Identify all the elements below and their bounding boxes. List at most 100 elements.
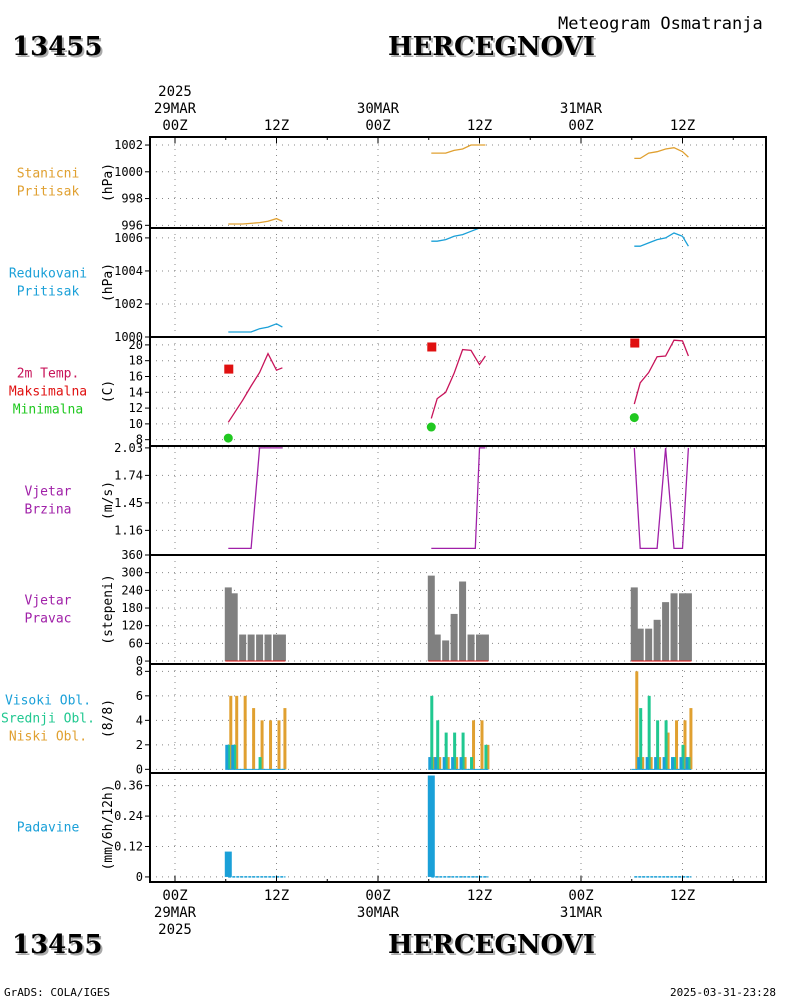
cloud-high-bar [451, 757, 455, 770]
top-day-label: 31MAR [560, 101, 603, 117]
panel-0-ytick-label: 998 [121, 192, 143, 206]
station-id-top: 13455 [12, 32, 103, 62]
panel-0-label: Pritisak [17, 185, 80, 200]
wind-dir-bar [450, 613, 458, 662]
panel-1-ytick-label: 1002 [114, 297, 143, 311]
cloud-high-bar [459, 757, 463, 770]
wind-dir-bar [433, 634, 441, 662]
tmin-marker [426, 422, 436, 432]
cloud-low-bar [689, 708, 693, 770]
panel-1-series-line [431, 227, 486, 242]
wind-dir-bar [467, 634, 475, 662]
station-id-bottom: 13455 [12, 930, 103, 960]
cloud-low-bar [675, 720, 679, 770]
cloud-mid-bar [647, 695, 651, 770]
panel-3-ytick-label: 2.03 [114, 441, 143, 455]
cloud-high-bar [434, 757, 438, 770]
wind-dir-bar [427, 575, 435, 662]
cloud-high-bar [442, 757, 446, 770]
panel-3-ylabel: (m/s) [101, 481, 116, 520]
cloud-low-bar [666, 732, 670, 770]
panel-0-label: Stanicni [17, 167, 80, 182]
cloud-low-bar [463, 757, 467, 770]
panel-5-ytick-label: 2 [136, 738, 143, 752]
cloud-mid-bar [461, 732, 465, 770]
panel-2-frame [149, 336, 767, 447]
wind-dir-bar [679, 593, 686, 662]
bottom-year-label: 2025 [158, 922, 192, 938]
bottom-hour-label: 00Z [568, 888, 593, 904]
bottom-hour-label: 12Z [670, 888, 695, 904]
panel-2-ytick-label: 14 [129, 385, 143, 399]
cloud-mid-bar [681, 744, 685, 770]
cloud-mid-bar [258, 757, 262, 770]
cloud-low-bar [277, 720, 281, 770]
panel-4-label: Pravac [25, 612, 72, 627]
cloud-mid-bar [444, 732, 448, 770]
panel-0-series-line [228, 217, 283, 225]
wind-dir-bar [273, 634, 280, 662]
panel-5-ytick-label: 8 [136, 664, 143, 678]
panel-5-ytick-label: 0 [136, 762, 143, 776]
panel-2-ytick-label: 8 [136, 433, 143, 447]
cloud-mid-bar [639, 708, 643, 770]
panel-2-series-line [227, 352, 283, 423]
tmax-marker [427, 342, 437, 352]
cloud-mid-bar [227, 744, 231, 770]
cloud-low-bar [486, 744, 490, 770]
cloud-low-bar [480, 720, 484, 770]
bottom-hour-label: 00Z [365, 888, 390, 904]
cloud-mid-bar [687, 757, 691, 770]
panel-0-ylabel: (hPa) [101, 163, 116, 202]
cloud-low-bar [658, 757, 662, 770]
panel-4-ylabel: (stepeni) [101, 574, 116, 644]
panel-5-label: Srednji Obl. [1, 712, 95, 727]
panel-1-ytick-label: 1006 [114, 231, 143, 245]
wind-dir-bar [684, 593, 692, 662]
panel-6-label: Padavine [17, 821, 80, 836]
panel-1-frame [149, 227, 767, 338]
panel-0-ytick-label: 1000 [114, 165, 143, 179]
wind-dir-bar [653, 619, 661, 662]
panel-6-ytick-label: 0 [136, 870, 143, 884]
cloud-mid-bar [453, 732, 457, 770]
bottom-hour-label: 12Z [264, 888, 289, 904]
cloud-high-bar [231, 744, 235, 770]
panel-4-ytick-label: 300 [121, 566, 143, 580]
wind-dir-bar [481, 634, 489, 662]
wind-dir-bar [278, 634, 286, 662]
top-day-label: 30MAR [357, 101, 400, 117]
panel-2-ytick-label: 10 [129, 417, 143, 431]
footer-timestamp: 2025-03-31-23:28 [670, 986, 776, 999]
wind-dir-bar [459, 581, 467, 662]
top-day-label: 29MAR [154, 101, 197, 117]
wind-dir-bar [230, 593, 238, 662]
panel-5-ytick-label: 6 [136, 689, 143, 703]
panel-6-ytick-label: 0.24 [114, 809, 143, 823]
panel-4-ytick-label: 120 [121, 619, 143, 633]
cloud-mid-bar [664, 720, 668, 770]
panel-5-ylabel: (8/8) [101, 699, 116, 738]
panel-0-frame [149, 136, 767, 229]
cloud-low-bar [283, 708, 287, 770]
station-name-bottom: HERCEGNOVI [388, 930, 595, 960]
cloud-low-bar [260, 720, 264, 770]
panel-3-ytick-label: 1.45 [114, 496, 143, 510]
panel-4-label: Vjetar [25, 594, 72, 609]
wind-dir-bar [645, 628, 653, 662]
panel-3-ytick-label: 1.16 [114, 523, 143, 537]
tmax-marker [224, 364, 234, 374]
panel-1-ytick-label: 1000 [114, 330, 143, 344]
footer-source: GrADS: COLA/IGES [4, 986, 110, 999]
wind-dir-bar [256, 634, 264, 662]
station-name-top: HERCEGNOVI [388, 32, 595, 62]
panel-3-series-line [228, 447, 283, 550]
cloud-mid-bar [484, 744, 488, 770]
cloud-low-bar [438, 757, 442, 770]
panel-5-label: Niski Obl. [9, 730, 87, 745]
cloud-high-bar [685, 757, 689, 770]
panel-6-frame [149, 772, 767, 883]
cloud-low-bar [649, 757, 653, 770]
cloud-high-bar [679, 757, 683, 770]
cloud-low-bar [455, 757, 459, 770]
